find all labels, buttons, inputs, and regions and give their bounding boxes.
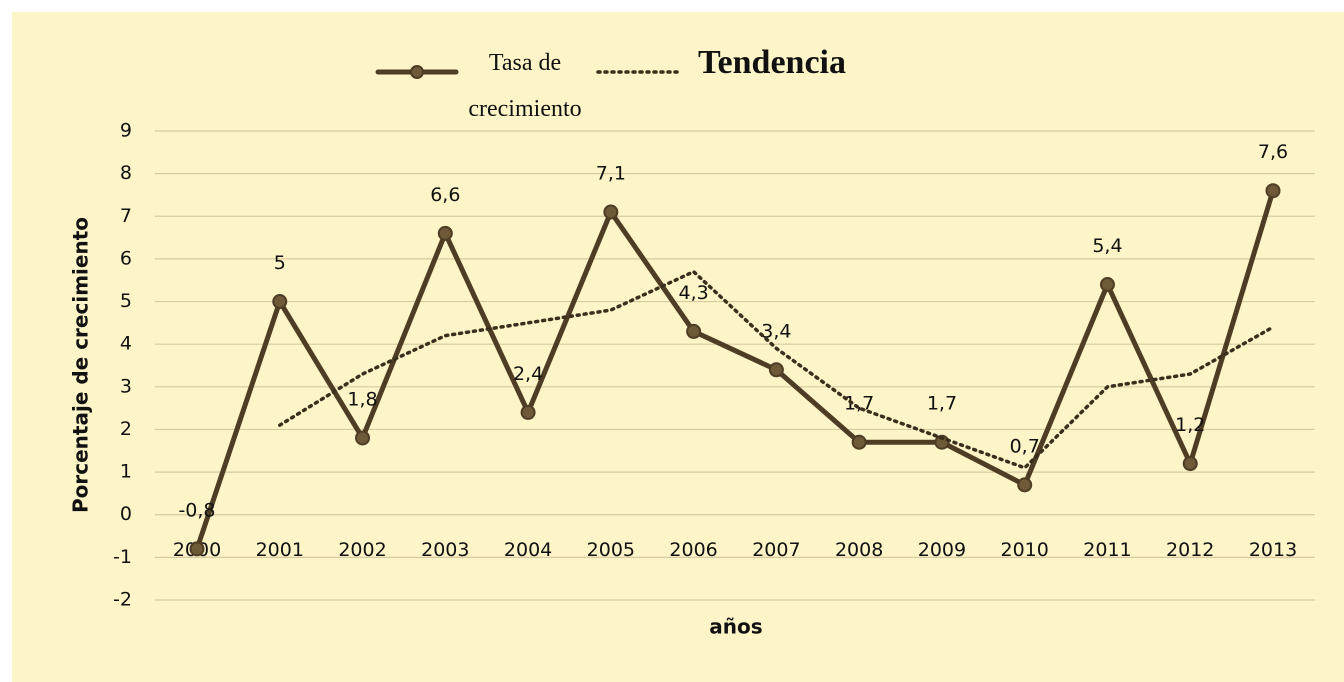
y-tick-label: 4 [120, 333, 132, 355]
y-tick-label: 3 [120, 375, 132, 397]
point [189, 541, 205, 557]
x-tick-label: 2007 [752, 539, 800, 561]
data-label: 6,6 [430, 184, 460, 206]
y-tick-label: 5 [120, 290, 132, 312]
x-axis-title: años [709, 615, 762, 639]
data-label: 1,7 [927, 393, 957, 415]
data-label: 1,2 [1175, 414, 1205, 436]
point [768, 362, 784, 378]
y-tick-label: 8 [120, 162, 132, 184]
trend-line [278, 269, 1275, 470]
data-label: 3,4 [761, 320, 791, 342]
y-tick-label: -2 [113, 589, 132, 611]
data-label: 2,4 [513, 363, 543, 385]
y-tick-label: -1 [113, 546, 132, 568]
x-tick-label: 2005 [587, 539, 635, 561]
point [437, 225, 453, 241]
data-label: 7,1 [596, 163, 626, 185]
data-label: 1,7 [844, 393, 874, 415]
x-tick-label: 2004 [504, 539, 552, 561]
x-tick-label: 2003 [421, 539, 469, 561]
x-tick-label: 2001 [256, 539, 304, 561]
data-label: 1,8 [347, 388, 377, 410]
data-label: -0,8 [178, 499, 215, 521]
data-label: 0,7 [1010, 435, 1040, 457]
x-tick-label: 2012 [1166, 539, 1214, 561]
x-tick-label: 2006 [669, 539, 717, 561]
legend-label: Tendencia [698, 44, 847, 81]
x-tick-label: 2010 [1001, 539, 1049, 561]
x-tick-label: 2013 [1249, 539, 1297, 561]
x-tick-label: 2011 [1083, 539, 1131, 561]
y-tick-label: 0 [120, 503, 132, 525]
chart-background [12, 12, 1344, 682]
legend-label: Tasa de crecimiento [468, 50, 582, 122]
y-tick-label: 7 [120, 205, 132, 227]
point [934, 434, 950, 450]
point [1017, 477, 1033, 493]
point [1099, 276, 1115, 292]
data-label: 4,3 [679, 282, 709, 304]
point [603, 204, 619, 220]
point [520, 404, 536, 420]
point [355, 430, 371, 446]
point [686, 323, 702, 339]
y-tick-label: 9 [120, 120, 132, 142]
x-tick-label: 2002 [338, 539, 386, 561]
y-tick-label: 2 [120, 418, 132, 440]
y-axis-title: Porcentaje de crecimiento [69, 217, 93, 513]
legend-marker [410, 65, 424, 79]
data-label: 5 [274, 252, 286, 274]
data-label: 5,4 [1092, 235, 1122, 257]
point [272, 294, 288, 310]
point [1265, 183, 1281, 199]
point [851, 434, 867, 450]
x-tick-label: 2008 [835, 539, 883, 561]
y-tick-label: 1 [120, 461, 132, 483]
y-tick-label: 6 [120, 247, 132, 269]
series-line [194, 188, 1276, 552]
point [1182, 456, 1198, 472]
data-label: 7,6 [1258, 141, 1288, 163]
x-tick-label: 2009 [918, 539, 966, 561]
